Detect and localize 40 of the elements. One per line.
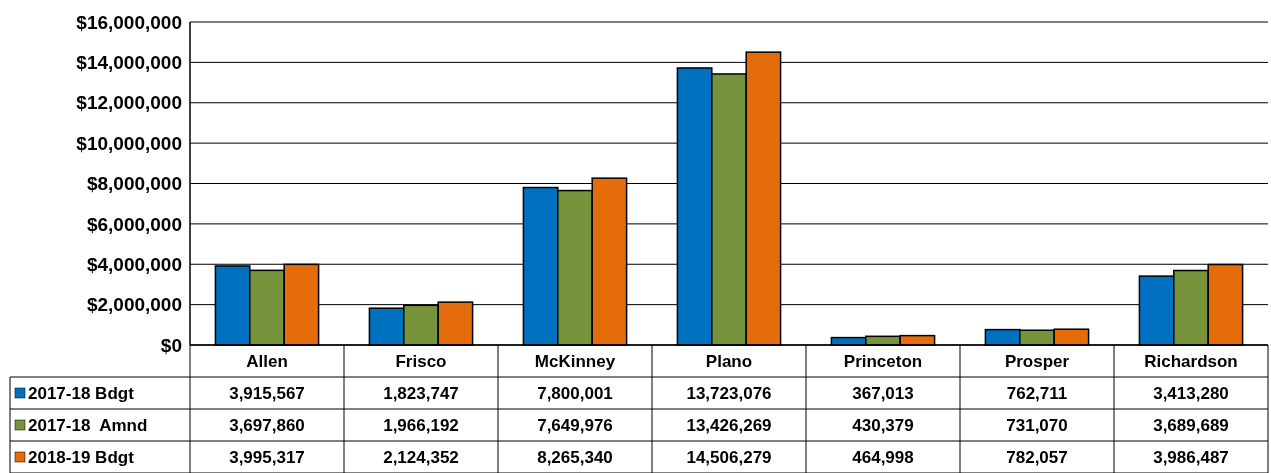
- y-tick-label: $4,000,000: [86, 253, 182, 275]
- x-tick-label: Allen: [246, 351, 288, 371]
- data-label: 8,265,340: [537, 447, 613, 467]
- data-label: 464,998: [852, 447, 914, 467]
- data-label: 1,823,747: [383, 383, 459, 403]
- y-tick-label: $0: [160, 334, 182, 356]
- data-label: 3,995,317: [229, 447, 305, 467]
- data-label: 782,057: [1006, 447, 1068, 467]
- data-label: 3,915,567: [229, 383, 305, 403]
- data-label: 13,426,269: [686, 415, 772, 435]
- y-tick-label: $12,000,000: [76, 92, 182, 114]
- y-tick-label: $2,000,000: [86, 294, 182, 316]
- data-label: 731,070: [1006, 415, 1068, 435]
- legend-label: 2018-19 Bdgt: [28, 447, 135, 467]
- data-label: 2,124,352: [383, 447, 459, 467]
- data-label: 13,723,076: [686, 383, 772, 403]
- y-tick-label: $16,000,000: [76, 11, 182, 33]
- data-label: 367,013: [852, 383, 914, 403]
- data-label: 3,986,487: [1153, 447, 1229, 467]
- x-tick-label: Plano: [705, 351, 753, 371]
- data-label: 3,697,860: [229, 415, 305, 435]
- x-tick-label: Princeton: [843, 351, 923, 371]
- x-tick-label: McKinney: [534, 351, 616, 371]
- x-tick-label: Richardson: [1144, 351, 1238, 371]
- data-label: 14,506,279: [686, 447, 772, 467]
- data-label: 1,966,192: [383, 415, 459, 435]
- data-label: 7,800,001: [537, 383, 613, 403]
- x-tick-label: Frisco: [395, 351, 447, 371]
- y-tick-label: $8,000,000: [86, 173, 182, 195]
- y-tick-label: $6,000,000: [86, 213, 182, 235]
- legend-label: 2017-18 Amnd: [28, 415, 148, 435]
- legend-label: 2017-18 Bdgt: [28, 383, 135, 403]
- data-label: 762,711: [1006, 383, 1068, 403]
- y-tick-label: $10,000,000: [76, 132, 182, 154]
- y-tick-label: $14,000,000: [76, 52, 182, 74]
- data-label: 3,689,689: [1153, 415, 1229, 435]
- x-tick-label: Prosper: [1004, 351, 1070, 371]
- data-label: 7,649,976: [537, 415, 613, 435]
- data-label: 430,379: [852, 415, 914, 435]
- data-label: 3,413,280: [1153, 383, 1229, 403]
